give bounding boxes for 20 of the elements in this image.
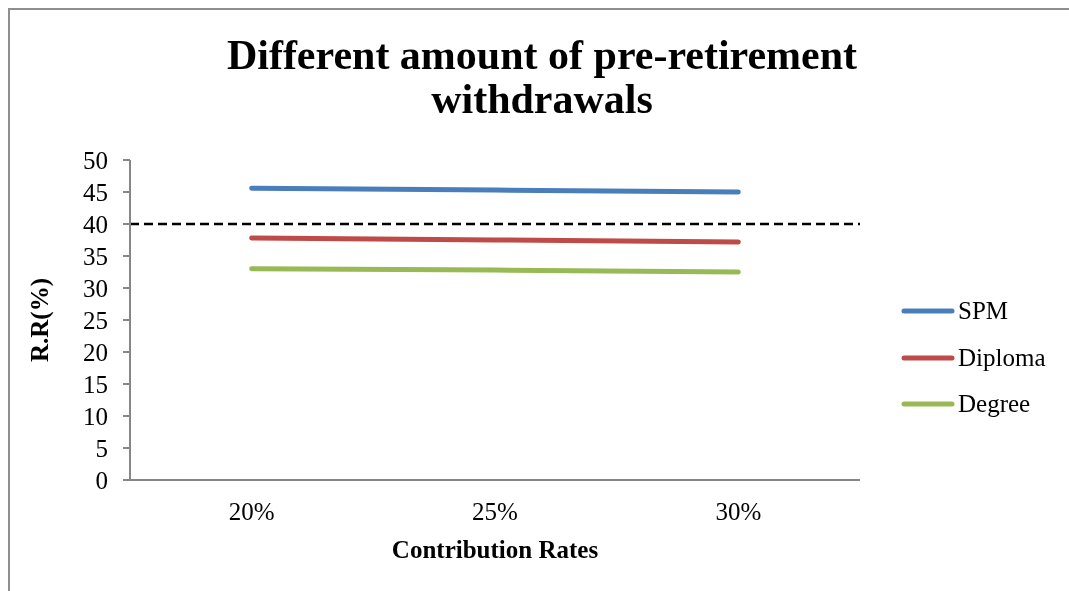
x-tick-label: 20% [228,497,275,525]
legend-label: Diploma [958,342,1046,373]
y-tick-label: 5 [95,434,108,462]
legend-label: Degree [958,389,1031,420]
y-tick-label: 20 [83,338,108,366]
y-axis-title: R.R(%) [25,277,54,363]
chart-title: Different amount of pre-retirement withdrawals [225,32,859,122]
x-tick-label: 30% [715,497,762,525]
x-tick-label: 25% [472,497,518,525]
y-tick-label: 15 [83,370,108,398]
y-tick-label: 30 [83,274,108,302]
y-tick-label: 35 [83,242,108,270]
y-tick-label: 40 [83,210,108,238]
y-tick-label: 45 [83,178,108,206]
y-tick-label: 10 [83,402,108,430]
y-tick-label: 0 [95,466,108,494]
y-tick-label: 50 [83,146,108,174]
legend-label: SPM [958,296,1009,327]
y-tick-label: 25 [83,306,108,334]
x-axis-title: Contribution Rates [391,536,599,563]
